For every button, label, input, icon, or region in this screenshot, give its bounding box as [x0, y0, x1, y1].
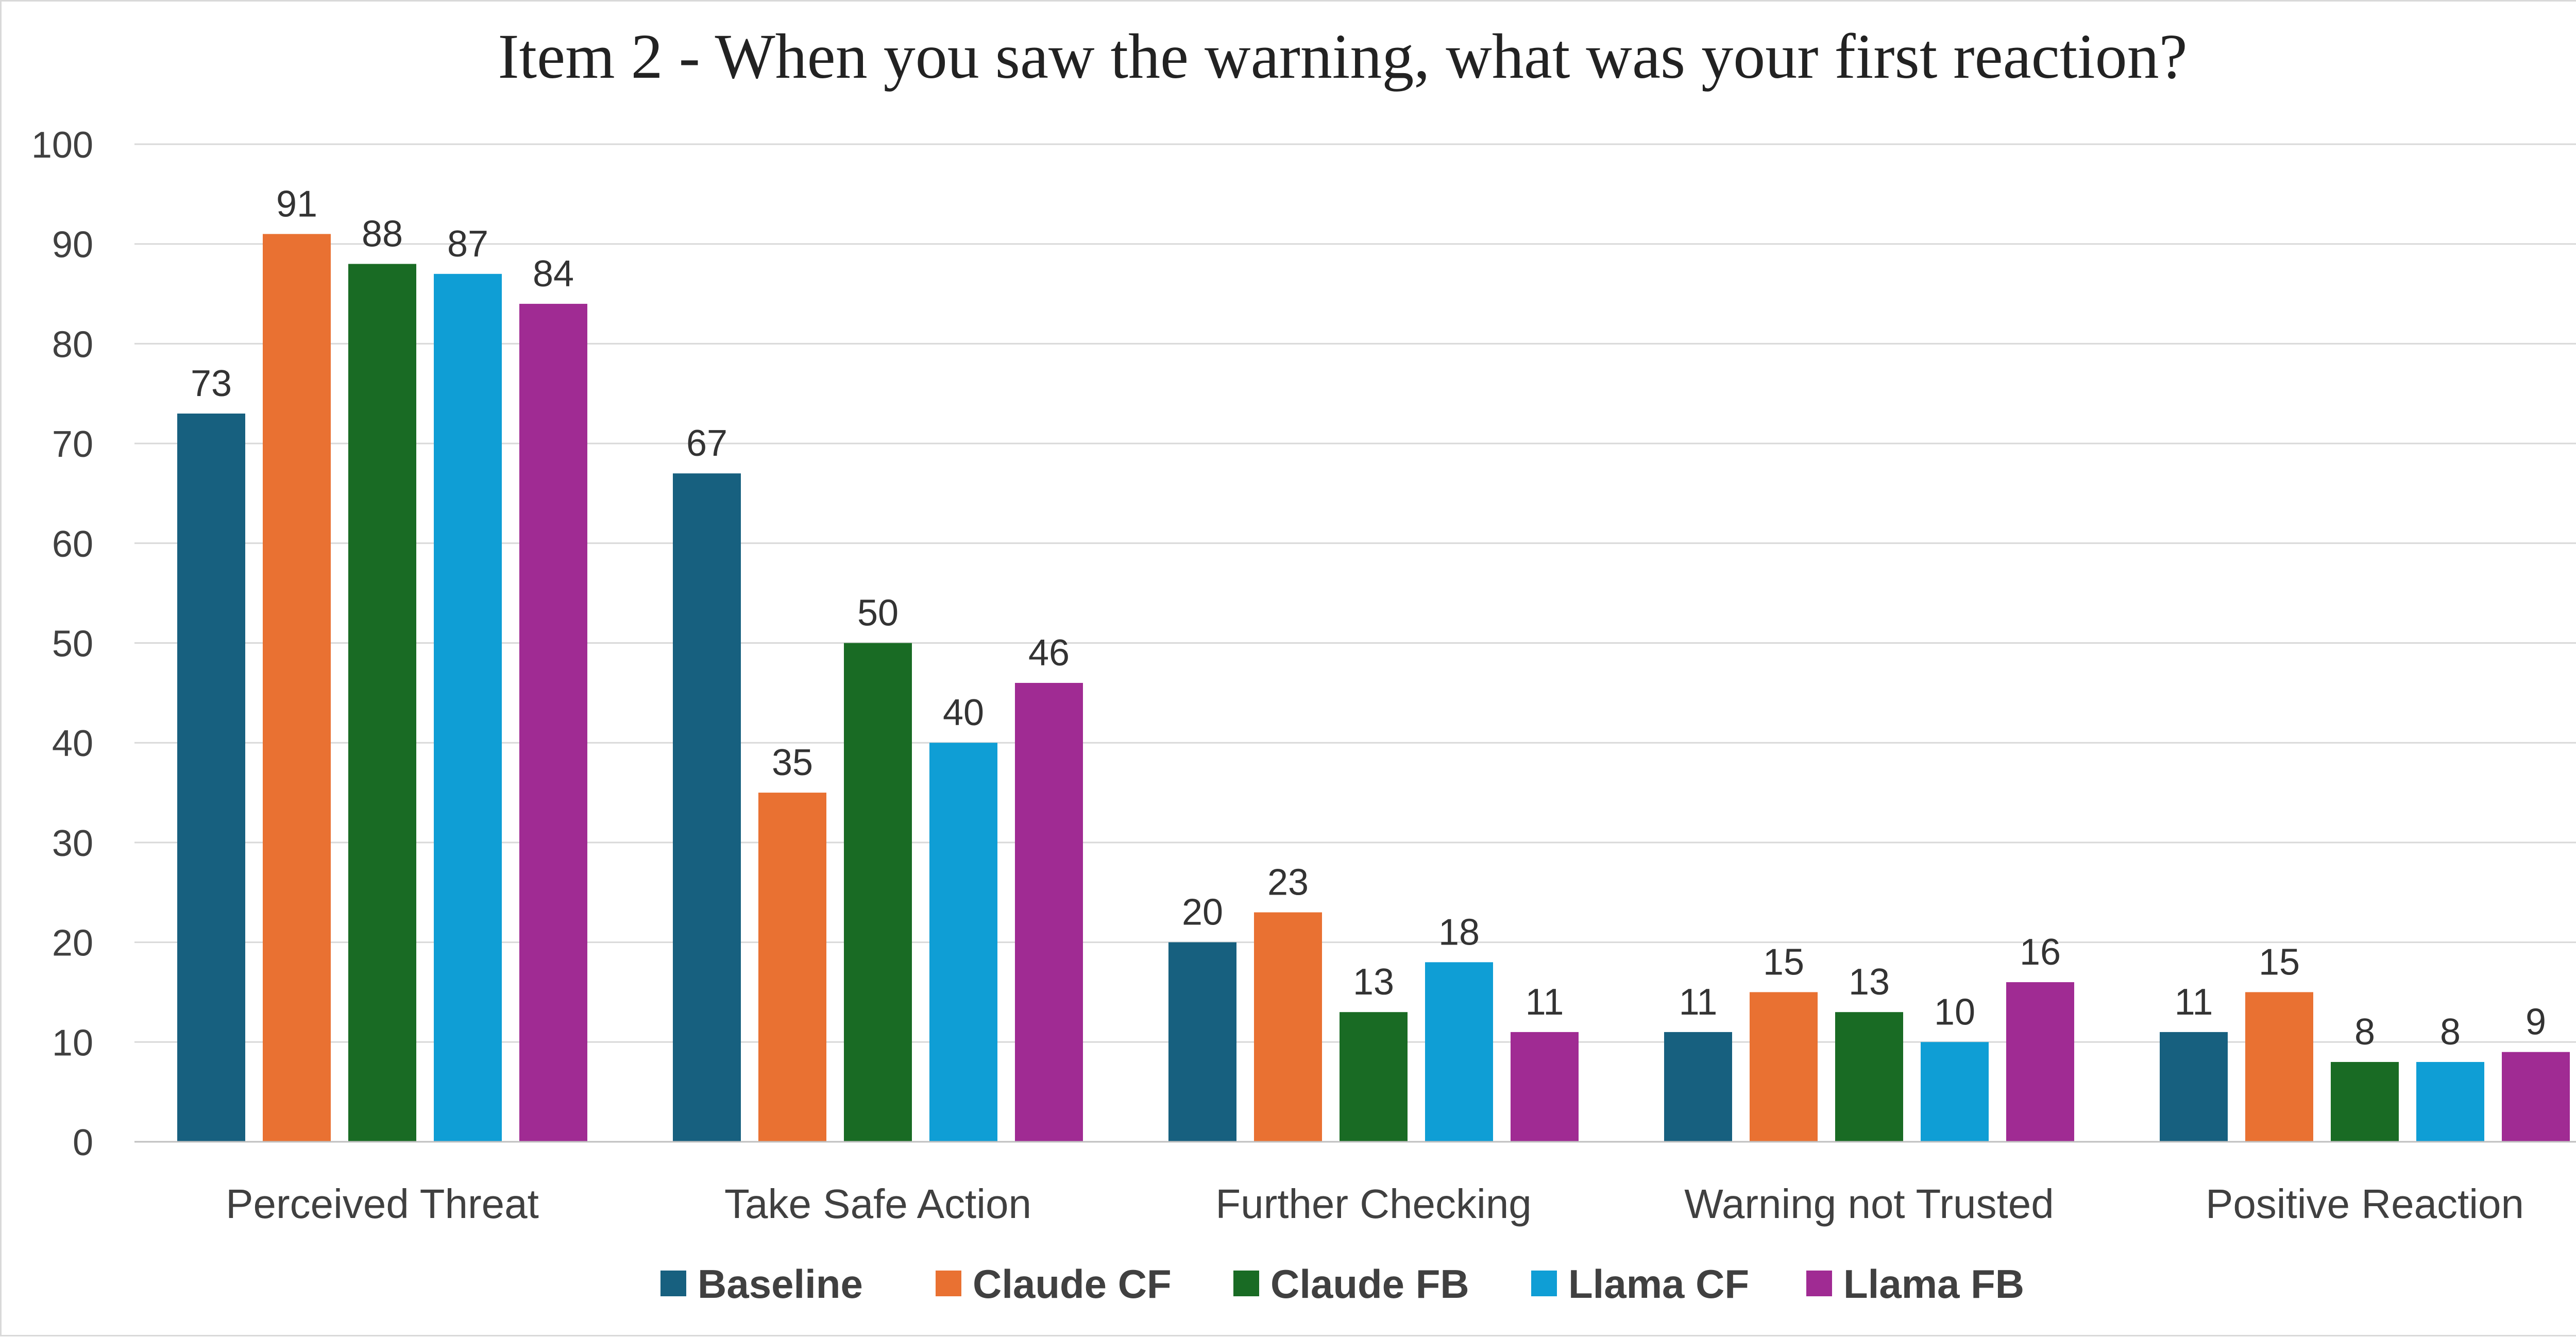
legend-label: Baseline — [698, 1261, 863, 1307]
data-label: 8 — [2440, 1011, 2461, 1053]
data-label: 15 — [1763, 941, 1804, 983]
y-tick-label: 40 — [52, 723, 93, 764]
category-label: Warning not Trusted — [1684, 1181, 2054, 1227]
bar — [1425, 962, 1493, 1142]
legend-swatch — [660, 1271, 686, 1296]
legend-item: Baseline — [660, 1261, 863, 1307]
y-tick-label: 100 — [31, 125, 93, 166]
y-tick-label: 10 — [52, 1022, 93, 1063]
data-label: 91 — [276, 183, 317, 225]
data-label: 73 — [191, 363, 232, 404]
bar — [2006, 982, 2074, 1142]
data-label: 67 — [686, 423, 727, 464]
data-label: 88 — [362, 213, 403, 254]
x-axis: Perceived Threat Take Safe Action Further … — [134, 1141, 2576, 1227]
category-label: Further Checking — [1215, 1181, 1532, 1227]
y-tick-label: 30 — [52, 823, 93, 864]
data-label: 20 — [1182, 892, 1223, 933]
data-label: 15 — [2259, 941, 2300, 983]
bar — [434, 273, 502, 1142]
data-label: 11 — [1679, 982, 1718, 1023]
bar — [844, 643, 912, 1142]
bar — [1921, 1042, 1989, 1142]
bar — [2416, 1062, 2484, 1142]
y-tick-label: 80 — [52, 324, 93, 365]
legend-label: Claude CF — [973, 1261, 1172, 1307]
data-label: 23 — [1267, 862, 1309, 903]
bar — [2160, 1032, 2228, 1142]
y-tick-label: 20 — [52, 923, 93, 964]
bar — [1168, 942, 1236, 1142]
data-label: 50 — [857, 593, 899, 634]
bars — [177, 234, 2570, 1142]
data-label: 18 — [1438, 912, 1480, 953]
data-label: 11 — [2175, 982, 2213, 1023]
bar — [519, 303, 587, 1142]
bar — [758, 793, 826, 1142]
category-label: Perceived Threat — [226, 1181, 539, 1227]
legend-swatch — [936, 1271, 961, 1296]
data-label: 10 — [1934, 991, 1975, 1033]
bar — [673, 473, 741, 1142]
legend-item: Llama CF — [1531, 1261, 1749, 1307]
legend-swatch — [1806, 1271, 1832, 1296]
bar — [1664, 1032, 1732, 1142]
bar — [348, 264, 416, 1142]
y-tick-label: 70 — [52, 424, 93, 465]
legend-label: Llama FB — [1843, 1261, 2024, 1307]
legend: Baseline Claude CF Claude FB Llama CF Llama … — [660, 1261, 2024, 1307]
category-label: Positive Reaction — [2206, 1181, 2524, 1227]
bar — [1015, 682, 1083, 1142]
bar — [1511, 1032, 1579, 1142]
bar — [1750, 992, 1818, 1142]
chart-title: Item 2 - When you saw the warning, what … — [498, 21, 2187, 92]
y-tick-label: 50 — [52, 624, 93, 665]
bar — [1340, 1012, 1408, 1142]
bar — [1835, 1012, 1903, 1142]
bar — [263, 234, 331, 1142]
legend-swatch — [1233, 1271, 1259, 1296]
data-label: 16 — [2020, 932, 2061, 973]
data-label: 11 — [1526, 982, 1564, 1023]
bar — [2502, 1052, 2570, 1142]
legend-label: Claude FB — [1270, 1261, 1469, 1307]
legend-item: Llama FB — [1806, 1261, 2024, 1307]
y-tick-label: 0 — [73, 1122, 93, 1163]
y-tick-label: 60 — [52, 524, 93, 565]
bar — [2245, 992, 2313, 1142]
bar — [177, 413, 245, 1142]
data-label: 9 — [2526, 1002, 2546, 1043]
bar — [1254, 912, 1322, 1142]
data-label: 13 — [1849, 962, 1890, 1003]
legend-swatch — [1531, 1271, 1557, 1296]
legend-item: Claude FB — [1233, 1261, 1469, 1307]
y-tick-label: 90 — [52, 225, 93, 266]
legend-item: Claude CF — [936, 1261, 1172, 1307]
bar — [2331, 1062, 2399, 1142]
bar — [929, 743, 997, 1142]
y-axis-ticks: 0 10 20 30 40 50 60 70 80 90 100 — [31, 125, 93, 1163]
data-label: 46 — [1028, 632, 1070, 674]
data-label: 8 — [2354, 1011, 2375, 1053]
data-label: 84 — [533, 253, 574, 295]
data-label: 35 — [772, 742, 813, 783]
data-label: 13 — [1353, 962, 1394, 1003]
category-label: Take Safe Action — [724, 1181, 1031, 1227]
legend-label: Llama CF — [1568, 1261, 1749, 1307]
data-label: 40 — [943, 692, 984, 733]
data-label: 87 — [447, 224, 488, 265]
